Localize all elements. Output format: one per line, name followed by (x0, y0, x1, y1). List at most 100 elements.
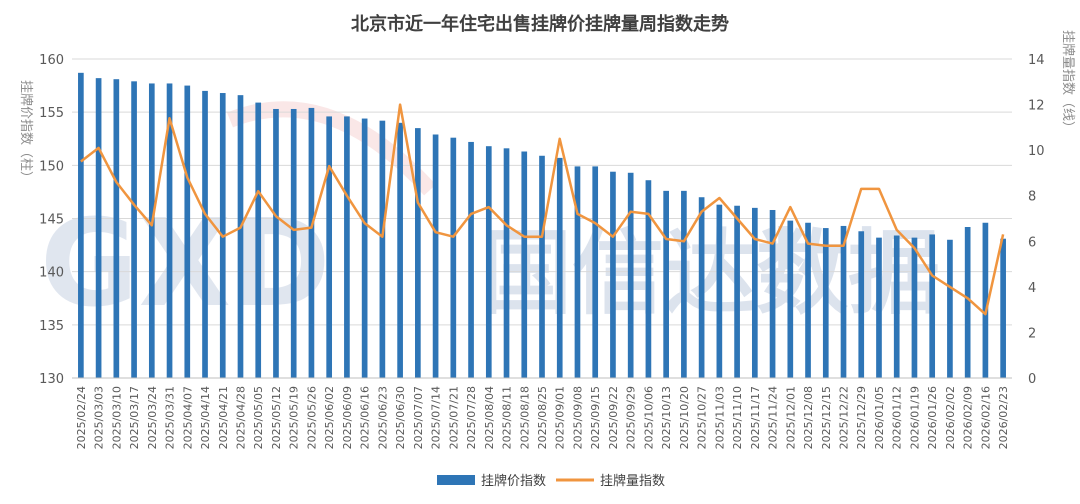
price-index-bar (415, 128, 421, 378)
price-index-bar (1000, 238, 1006, 378)
left-axis-tick-label: 150 (39, 159, 64, 174)
price-index-bar (78, 72, 84, 378)
price-index-bar (308, 107, 315, 378)
price-index-bar (521, 151, 528, 378)
x-axis-tick-label: 2025/10/13 (660, 386, 673, 449)
x-axis-tick-label: 2025/12/15 (820, 386, 833, 449)
price-index-bar (432, 134, 439, 378)
right-axis-tick-label: 10 (1028, 144, 1045, 159)
x-axis-tick-label: 2025/07/28 (465, 386, 478, 449)
x-axis-tick-label: 2025/11/03 (713, 386, 726, 449)
x-axis-tick-label: 2025/03/03 (93, 386, 106, 449)
x-axis-tick-label: 2025/06/16 (359, 386, 372, 449)
price-index-bar (379, 120, 386, 378)
price-index-bar (539, 155, 545, 378)
right-axis-tick-label: 8 (1028, 190, 1036, 205)
price-index-bar (627, 172, 634, 378)
left-axis-tick-label: 145 (39, 213, 64, 228)
x-axis-tick-label: 2026/01/05 (873, 386, 886, 449)
legend-label-bar: 挂牌价指数 (481, 473, 546, 489)
price-index-bar (148, 83, 155, 378)
right-axis-tick-label: 12 (1028, 99, 1045, 114)
x-axis-tick-label: 2025/08/18 (518, 386, 531, 449)
x-axis-tick-label: 2025/10/06 (642, 386, 655, 449)
price-index-bar (982, 222, 989, 378)
chart-title: 北京市近一年住宅出售挂牌价挂牌量周指数走势 (351, 13, 729, 35)
price-index-bar (450, 137, 457, 378)
price-index-bar (929, 234, 936, 378)
price-index-bar (751, 207, 758, 378)
x-axis-tick-label: 2026/01/19 (908, 386, 921, 449)
x-axis-tick-label: 2026/01/26 (926, 386, 939, 449)
left-axis-tick-label: 135 (39, 319, 64, 334)
x-axis-tick-label: 2025/03/24 (146, 386, 159, 449)
legend-label-line: 挂牌量指数 (600, 473, 665, 489)
price-index-bar (95, 78, 102, 378)
x-axis-tick-label: 2026/01/12 (891, 386, 904, 449)
x-axis-tick-label: 2025/03/10 (110, 386, 123, 449)
x-axis-tick-label: 2025/03/31 (164, 386, 177, 449)
left-axis-tick-label: 140 (39, 266, 64, 281)
x-axis-tick-label: 2025/12/29 (855, 386, 868, 449)
x-axis-tick-label: 2025/09/15 (589, 386, 602, 449)
price-index-bar (610, 171, 616, 378)
price-index-bar (503, 148, 510, 378)
x-axis-tick-label: 2025/11/24 (767, 386, 780, 449)
legend: 挂牌价指数 挂牌量指数 (437, 473, 665, 489)
left-axis-title: 挂牌价指数（柱） (18, 80, 34, 184)
axes: 130 135 140 145 150 155 160 0 2 4 6 8 10 12 14 2025/02/… (39, 53, 1044, 449)
price-index-bar (734, 205, 740, 378)
price-index-bar (592, 166, 599, 378)
price-index-bar (698, 197, 705, 378)
bar-series (78, 72, 1006, 379)
x-axis-tick-label: 2025/07/21 (447, 386, 460, 449)
x-axis-tick-label: 2025/11/17 (749, 386, 762, 449)
watermark-text: 国信达数据 (480, 220, 940, 327)
x-axis-tick-label: 2025/07/07 (412, 386, 425, 449)
right-axis-title: 挂牌量指数（线） (1060, 30, 1076, 134)
price-index-bar (947, 239, 953, 378)
price-index-bar (202, 90, 208, 379)
x-axis-tick-label: 2025/02/24 (75, 386, 88, 449)
x-axis-tick-label: 2025/10/20 (678, 386, 691, 449)
price-index-bar (485, 146, 492, 378)
price-index-bar (645, 180, 652, 378)
price-index-bar (787, 220, 794, 378)
x-axis-tick-label: 2025/09/01 (554, 386, 567, 449)
x-axis-tick-label: 2025/04/14 (199, 386, 212, 449)
price-index-bar (556, 157, 563, 378)
x-axis-tick-label: 2025/05/19 (288, 386, 301, 449)
x-axis-tick-label: 2025/10/27 (696, 386, 709, 449)
x-axis-tick-label: 2026/02/09 (962, 386, 975, 449)
x-axis-tick-label: 2025/12/08 (802, 386, 815, 449)
price-index-bar (290, 108, 297, 378)
x-axis-tick-label: 2025/04/21 (217, 386, 230, 449)
x-axis-tick-label: 2025/09/22 (607, 386, 620, 449)
price-index-bar (858, 231, 865, 378)
right-axis-tick-label: 2 (1028, 326, 1036, 341)
right-axis-tick-label: 14 (1028, 53, 1045, 68)
price-index-bar (468, 141, 474, 378)
line-series (80, 103, 1005, 316)
x-axis-tick-label: 2025/05/26 (305, 386, 318, 449)
x-axis-tick-label: 2025/11/10 (731, 386, 744, 449)
legend-swatch-bar (437, 475, 475, 485)
x-axis-tick-label: 2025/07/14 (430, 386, 443, 449)
price-index-bar (131, 81, 137, 378)
price-index-bar (113, 79, 120, 378)
price-index-bar (361, 118, 368, 379)
x-axis-tick-label: 2025/06/09 (341, 386, 354, 449)
x-axis-tick-label: 2025/06/02 (323, 386, 336, 449)
x-axis-tick-label: 2025/12/01 (784, 386, 797, 449)
x-axis-tick-label: 2025/09/29 (625, 386, 638, 449)
price-index-bar (964, 227, 971, 378)
price-index-bar (681, 190, 687, 378)
x-axis-tick-label: 2025/06/30 (394, 386, 407, 449)
price-index-bar (574, 166, 581, 378)
price-index-bar (237, 95, 244, 379)
x-axis-tick-label: 2025/08/25 (536, 386, 549, 449)
price-index-bar (805, 222, 811, 378)
price-index-bar (840, 225, 847, 378)
price-index-bar (876, 237, 882, 378)
